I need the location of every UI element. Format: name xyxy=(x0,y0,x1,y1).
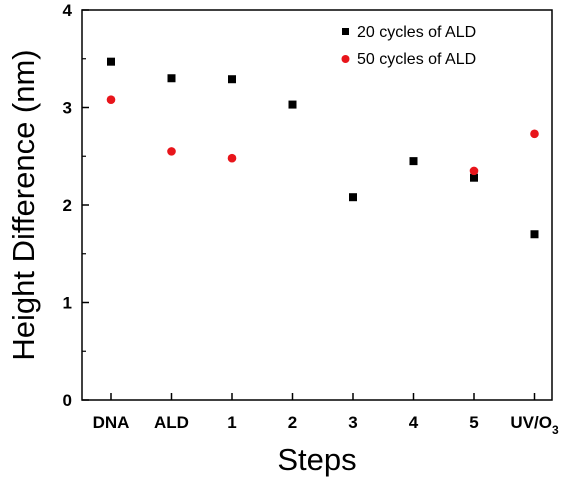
y-axis-title: Height Difference (nm) xyxy=(6,49,41,360)
point-series-0-5 xyxy=(409,157,418,166)
point-series-0-4 xyxy=(349,193,357,202)
x-tick-label: 1 xyxy=(227,413,236,432)
point-series-0-0 xyxy=(107,57,115,66)
plot-frame xyxy=(81,9,553,401)
point-series-0-6 xyxy=(470,173,478,182)
y-tick-label: 1 xyxy=(63,294,72,313)
x-tick-label: 4 xyxy=(409,413,419,432)
point-series-1-2 xyxy=(227,153,237,163)
x-tick-label: 3 xyxy=(348,413,357,432)
legend: 20 cycles of ALD 50 cycles of ALD xyxy=(341,24,476,68)
legend-label-50-cycles: 50 cycles of ALD xyxy=(357,51,476,68)
x-tick-label-main: 3 xyxy=(348,413,357,432)
x-tick-label-main: 2 xyxy=(288,413,297,432)
x-tick-label-subscript: 3 xyxy=(552,423,559,437)
y-tick-label: 3 xyxy=(63,99,72,118)
x-tick-label: 2 xyxy=(288,413,297,432)
legend-label-20-cycles: 20 cycles of ALD xyxy=(357,24,476,41)
legend-marker-circle xyxy=(341,55,350,63)
point-series-1-7 xyxy=(530,129,539,139)
point-series-0-2 xyxy=(228,75,236,84)
y-tick-label: 4 xyxy=(63,1,73,20)
point-series-1-0 xyxy=(106,95,116,104)
x-tick-label: UV/O3 xyxy=(510,413,559,437)
y-tick-label: 2 xyxy=(63,196,72,215)
x-tick-label: ALD xyxy=(154,413,189,432)
x-tick-label-main: ALD xyxy=(154,413,189,432)
y-tick-label: 0 xyxy=(63,391,72,410)
x-tick-label-main: 1 xyxy=(227,413,236,432)
x-tick-label-main: 5 xyxy=(469,413,478,432)
data-points xyxy=(106,57,539,239)
legend-marker-square xyxy=(342,28,349,35)
x-tick-label-main: 4 xyxy=(409,413,419,432)
y-axis: 0 1 2 3 4 xyxy=(63,1,89,410)
x-axis-title: Steps xyxy=(277,442,356,477)
x-axis: DNA ALD 1 2 3 4 5 UV/O3 xyxy=(93,393,559,437)
x-tick-label-main: UV/O xyxy=(510,413,552,432)
point-series-1-1 xyxy=(167,147,176,156)
x-tick-label: DNA xyxy=(93,413,130,432)
point-series-1-6 xyxy=(469,166,479,176)
point-series-0-7 xyxy=(530,230,539,239)
point-series-0-1 xyxy=(167,74,176,83)
x-tick-label: 5 xyxy=(469,413,478,432)
point-series-0-3 xyxy=(288,100,297,109)
x-tick-label-main: DNA xyxy=(93,413,130,432)
